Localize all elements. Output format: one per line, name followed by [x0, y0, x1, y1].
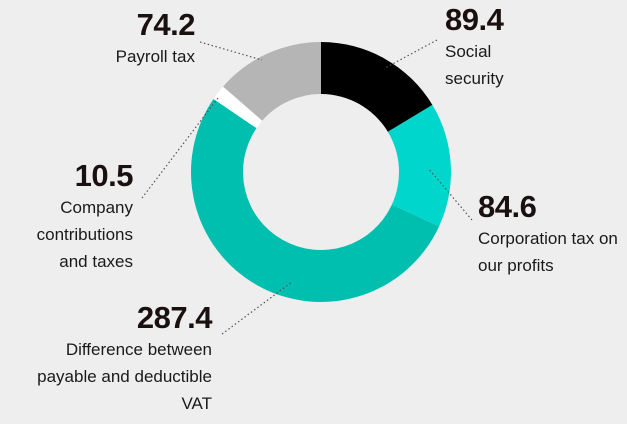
value-label: 84.6 [478, 189, 537, 224]
category-label: Social security [445, 42, 504, 88]
donut-slice [321, 42, 433, 132]
category-label: Difference between payable and deductibl… [37, 340, 212, 413]
category-label: Corporation tax on our profits [478, 229, 618, 275]
leader-line [141, 97, 219, 199]
donut-slice [213, 86, 263, 129]
slice-label: 287.4 Difference between payable and dedu… [22, 300, 212, 417]
category-label: Company contributions and taxes [36, 198, 133, 271]
value-label: 74.2 [136, 7, 196, 42]
slice-label: 84.6 Corporation tax on our profits [478, 189, 627, 279]
slice-label: 74.2 Payroll tax [40, 7, 196, 70]
donut-slice [191, 98, 440, 302]
donut-slice [223, 42, 321, 121]
donut-slice [387, 104, 451, 227]
leader-line [221, 281, 293, 335]
leader-line [384, 39, 438, 69]
value-label: 287.4 [136, 300, 213, 335]
leader-line [199, 41, 263, 61]
value-label: 10.5 [74, 158, 134, 193]
category-label: Payroll tax [115, 47, 195, 66]
slice-label: 10.5 Company contributions and taxes [20, 158, 134, 275]
slice-label: 89.4 Social security [445, 2, 545, 92]
leader-line [427, 167, 473, 221]
value-label: 89.4 [445, 2, 504, 37]
